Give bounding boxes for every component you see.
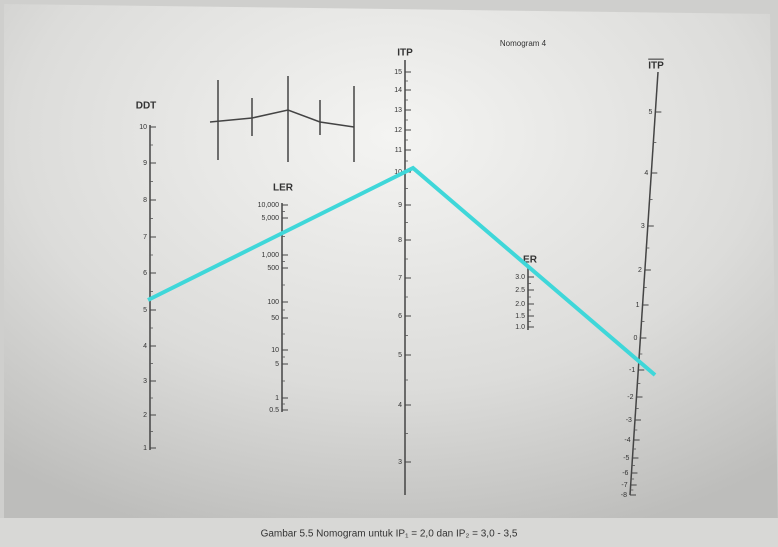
tick-label: -2 [627,394,633,401]
tick-label: 2.0 [515,301,525,308]
tick-label: 1 [143,445,147,452]
page-title: Nomogram 4 [500,39,547,48]
tick-label: 10 [139,124,147,131]
tick-label: 13 [394,107,402,114]
tick-label: -6 [622,470,628,477]
tick-label: 14 [394,87,402,94]
tick-label: 12 [394,127,402,134]
tick-label: 3 [398,459,402,466]
tick-label: 6 [143,270,147,277]
tick-label: -8 [621,492,627,499]
tick-label: 4 [644,170,648,177]
tick-label: 1 [275,395,279,402]
scale-title: ITP [397,48,413,59]
tick-label: -1 [629,367,635,374]
tick-label: 9 [398,202,402,209]
tick-label: -3 [626,417,632,424]
tick-label: 4 [398,402,402,409]
tick-label: 1 [636,302,640,309]
tick-label: 9 [143,160,147,167]
tick-label: 8 [398,237,402,244]
tick-label: 4 [143,343,147,350]
tick-label: 8 [143,197,147,204]
tick-label: 6 [398,313,402,320]
tick-label: 2.5 [515,287,525,294]
tick-label: 15 [394,69,402,76]
tick-label: 7 [143,234,147,241]
tick-label: 5 [648,109,652,116]
tick-label: 100 [267,299,279,306]
tick-label: 3 [641,223,645,230]
tick-label: 500 [267,265,279,272]
tick-label: -4 [624,437,630,444]
scale-title: LER [273,183,294,194]
tick-label: 1,000 [261,252,279,259]
page: {"header": {"title": "Nomogram 4"}, "sca… [0,0,778,547]
tick-label: -7 [621,482,627,489]
tick-label: 1.5 [515,313,525,320]
tick-label: 10 [271,347,279,354]
tick-label: 2 [638,267,642,274]
caption: Gambar 5.5 Nomogram untuk IP₁ = 2,0 dan … [261,529,518,540]
paper [4,4,778,530]
scale-title: ITP [648,61,664,72]
scale-title: DDT [136,101,157,112]
tick-label: 3.0 [515,274,525,281]
tick-label: 5,000 [261,215,279,222]
tick-label: 0.5 [269,407,279,414]
tick-label: 2 [143,412,147,419]
tick-label: 0 [633,335,637,342]
tick-label: 10,000 [258,202,280,209]
tick-label: 1.0 [515,324,525,331]
tick-label: 11 [395,147,402,154]
tick-label: 5 [143,307,147,314]
photo: Nomogram 4 Gambar 5.5 Nomogram untuk IP₁… [0,0,778,547]
tick-label: -5 [623,455,629,462]
tick-label: 5 [398,352,402,359]
tick-label: 3 [143,378,147,385]
tick-label: 50 [271,315,279,322]
tick-label: 7 [398,275,402,282]
tick-label: 5 [275,361,279,368]
